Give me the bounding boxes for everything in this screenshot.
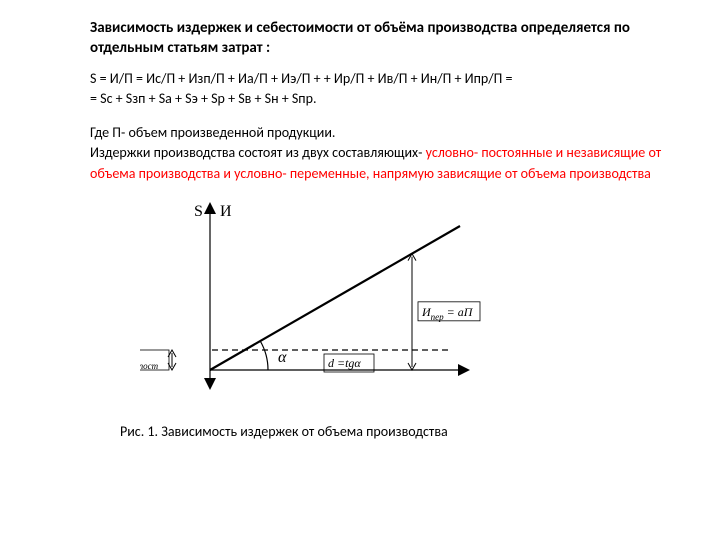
- body-line-2-plain: Издержки производства состоят из двух со…: [90, 144, 426, 161]
- page: Зависимость издержек и себестоимости от …: [0, 0, 720, 442]
- body-line-1: Где П- объем произведенной продукции.: [90, 123, 680, 143]
- svg-text:S: S: [194, 203, 203, 220]
- svg-text:α: α: [278, 349, 287, 366]
- svg-text:Ипост: Ипост: [140, 354, 159, 371]
- body-text: Где П- объем произведенной продукции. Из…: [90, 123, 680, 184]
- svg-text:d =tgα: d =tgα: [328, 356, 361, 370]
- title-text: Зависимость издержек и себестоимости от …: [90, 18, 680, 59]
- svg-text:И: И: [220, 203, 232, 220]
- figure-caption: Рис. 1. Зависимость издержек от объема п…: [120, 423, 680, 442]
- formula-block: S = И/П = Ис/П + Изп/П + Иа/П + Иэ/П + +…: [90, 69, 680, 110]
- svg-text:Ипер = aП: Ипер = aП: [421, 305, 474, 322]
- formula-line-2: = Sc + Sзп + Sа + Sэ + Sр + Sв + Sн + Sп…: [90, 89, 680, 109]
- formula-line-1: S = И/П = Ис/П + Изп/П + Иа/П + Иэ/П + +…: [90, 69, 680, 89]
- cost-volume-chart: SИα Ипост Ипер = aП d =tgα: [140, 190, 500, 410]
- chart-container: SИα Ипост Ипер = aП d =tgα: [140, 190, 680, 415]
